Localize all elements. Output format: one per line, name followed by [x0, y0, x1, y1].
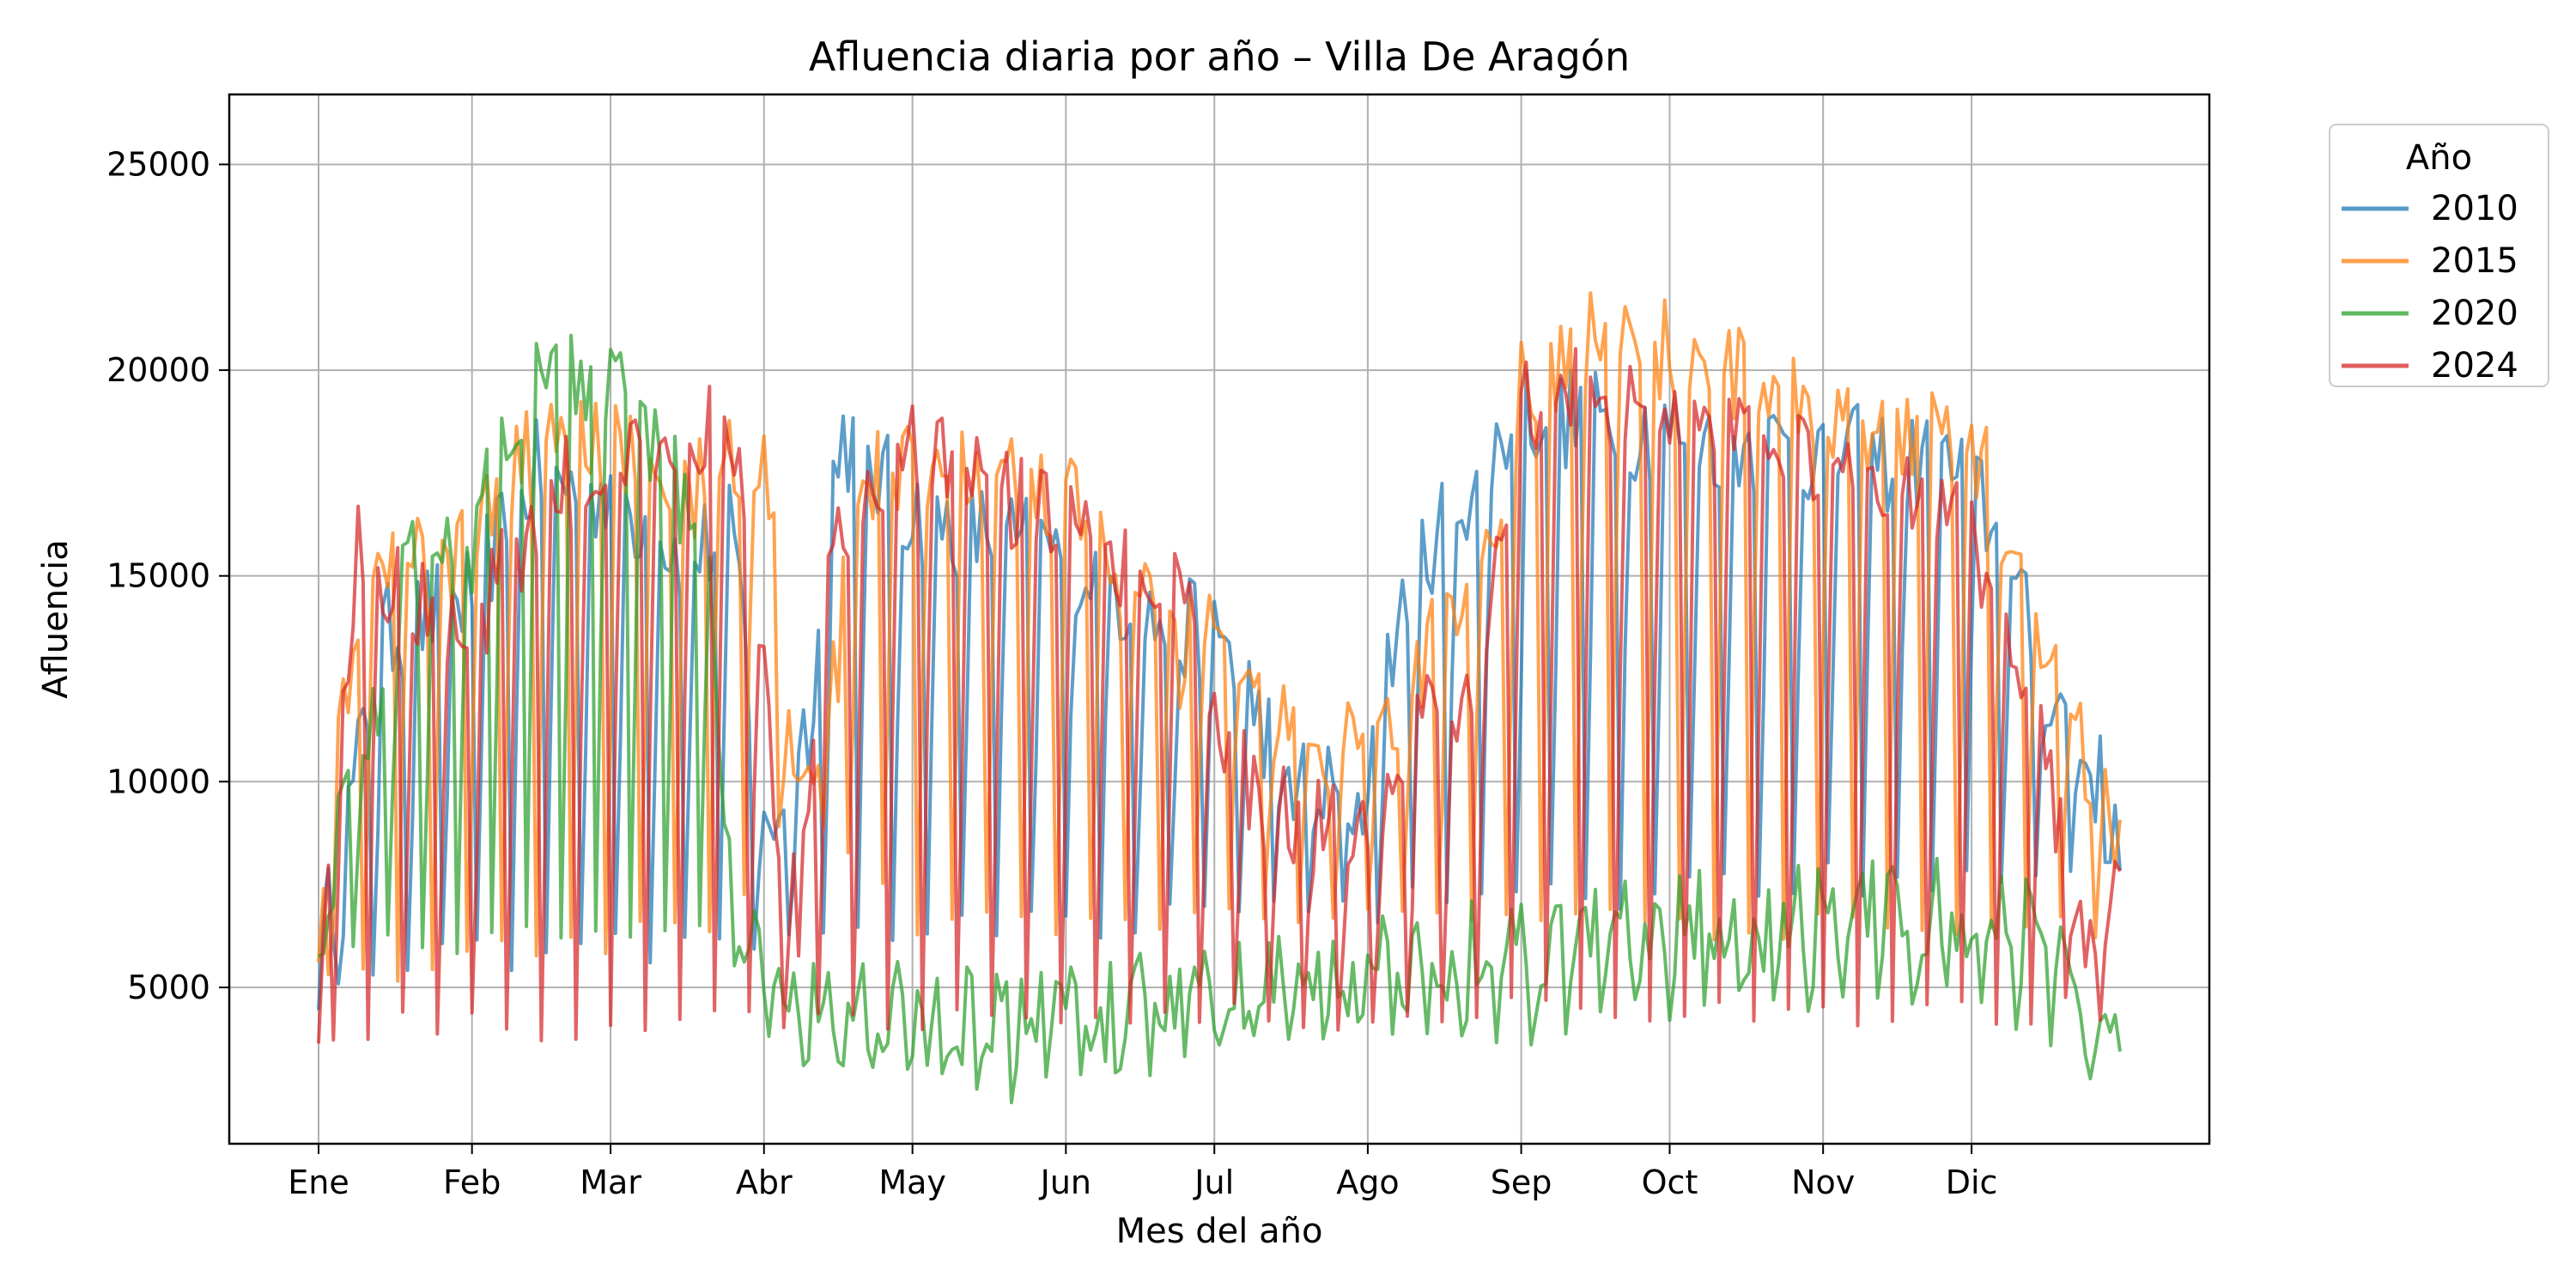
x-tick-label: Sep: [1491, 1163, 1552, 1201]
legend-label-2015: 2015: [2431, 241, 2518, 281]
x-tick-label: Jun: [1039, 1163, 1091, 1201]
legend-label-2010: 2010: [2431, 189, 2518, 228]
x-tick-label: Nov: [1791, 1163, 1855, 1201]
y-tick-label: 10000: [106, 762, 210, 800]
x-tick-label: Ago: [1336, 1163, 1399, 1201]
legend-box: [2329, 124, 2549, 387]
legend: Año 2010 2015 2020 2024: [2329, 124, 2549, 387]
plot-frame: [228, 93, 2211, 1145]
y-tick-label: 25000: [106, 145, 210, 183]
y-axis-label: Afluencia: [36, 539, 76, 699]
axis-ticks: Ene Feb Mar Abr May Jun Jul Ago Sep Oct Nov Dic 5000…: [106, 145, 1997, 1201]
x-tick-label: Mar: [580, 1163, 641, 1201]
x-tick-label: Dic: [1946, 1163, 1998, 1201]
x-axis-label: Mes del año: [1116, 1212, 1323, 1251]
y-tick-label: 15000: [106, 557, 210, 595]
x-tick-label: Jul: [1193, 1163, 1234, 1201]
x-tick-label: May: [878, 1163, 946, 1201]
series-line-2010: [317, 368, 2122, 1011]
legend-title: Año: [2406, 138, 2472, 178]
series-line-2024: [317, 347, 2122, 1044]
x-tick-label: Feb: [443, 1163, 501, 1201]
legend-label-2024: 2024: [2431, 346, 2518, 386]
series-line-2020: [317, 333, 2122, 1104]
x-tick-label: Ene: [288, 1163, 349, 1201]
y-tick-label: 5000: [127, 969, 210, 1006]
x-tick-label: Abr: [736, 1163, 793, 1201]
chart-title: Afluencia diaria por año – Villa De Arag…: [809, 33, 1630, 80]
x-tick-label: Oct: [1642, 1163, 1698, 1201]
y-tick-label: 20000: [106, 351, 210, 389]
legend-label-2020: 2020: [2431, 294, 2518, 333]
series-lines: [317, 291, 2122, 1104]
